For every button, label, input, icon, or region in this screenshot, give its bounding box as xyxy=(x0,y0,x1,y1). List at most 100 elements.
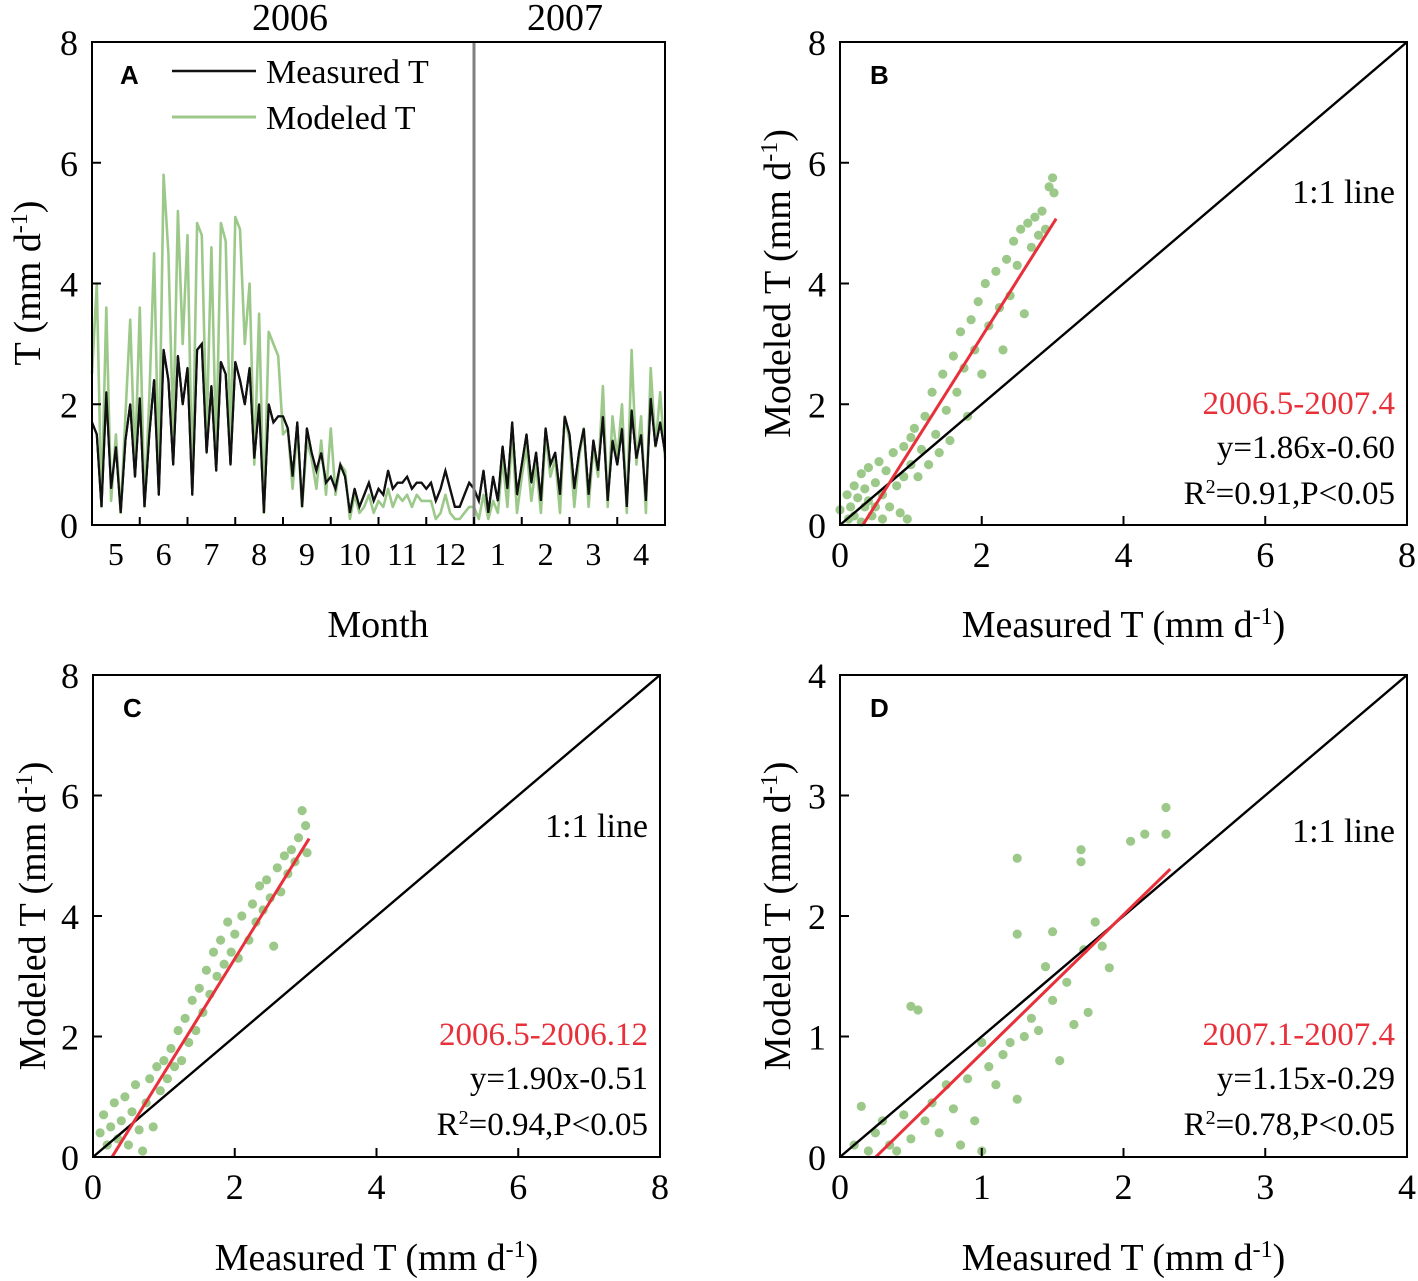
y-axis-label-end: ) xyxy=(757,762,799,775)
x-axis-label-main: Measured T (mm d xyxy=(215,1237,506,1279)
data-point xyxy=(1062,977,1072,987)
data-point xyxy=(895,508,905,518)
regression-line xyxy=(874,867,1172,1159)
data-point xyxy=(301,821,311,831)
panel-b: 0 2 4 6 8 0 2 4 6 8 B 1:1 line 2006.5-2007.4 y=1.86x-… xyxy=(757,23,1416,646)
equation-label: y=1.90x-0.51 xyxy=(470,1061,648,1097)
data-point xyxy=(920,411,930,421)
y-axis-label-sup: -1 xyxy=(7,213,33,233)
data-point xyxy=(856,469,866,479)
data-point xyxy=(955,1140,966,1150)
data-point xyxy=(1026,1013,1036,1024)
data-point xyxy=(162,1074,172,1084)
data-point xyxy=(966,315,976,325)
data-point xyxy=(1033,1025,1044,1036)
data-point xyxy=(123,1140,133,1150)
regression-line xyxy=(861,217,1058,527)
panel-d: 0 1 2 3 4 0 1 2 3 4 D 1:1 line 2007.1-2007.4 y=1.15x-… xyxy=(757,656,1416,1279)
data-point xyxy=(1037,206,1047,216)
data-point xyxy=(1019,309,1029,319)
data-point xyxy=(941,405,951,415)
data-point xyxy=(223,917,233,927)
year-label-2007: 2007 xyxy=(527,0,603,39)
y-tick-label: 2 xyxy=(60,385,78,425)
y-tick-label: 6 xyxy=(61,777,79,817)
data-point xyxy=(885,502,895,512)
data-point xyxy=(856,1101,866,1111)
x-tick-label: 6 xyxy=(1256,535,1274,575)
data-point xyxy=(977,1037,987,1048)
data-point xyxy=(906,432,916,443)
y-tick-label: 2 xyxy=(61,1018,79,1058)
data-point xyxy=(1033,230,1044,240)
y-tick-label: 8 xyxy=(808,23,826,63)
data-point xyxy=(902,514,912,524)
x-tick-label: 0 xyxy=(84,1167,102,1207)
data-point xyxy=(208,947,219,957)
x-tick-label: 8 xyxy=(251,536,267,572)
x-tick-label: 9 xyxy=(299,536,315,572)
panel-label-a: A xyxy=(120,60,139,90)
data-point xyxy=(1048,995,1058,1006)
x-axis-label: Measured T (mm d-1) xyxy=(962,1237,1286,1279)
data-point xyxy=(934,448,944,458)
x-axis-label-end: ) xyxy=(1273,1237,1286,1279)
x-axis-label: Month xyxy=(327,604,428,646)
data-point xyxy=(874,457,884,467)
data-point xyxy=(948,351,959,361)
data-point xyxy=(212,971,222,981)
data-point xyxy=(899,1110,909,1120)
equation-label: y=1.15x-0.29 xyxy=(1217,1061,1395,1097)
x-tick-label: 1 xyxy=(973,1167,991,1207)
data-point xyxy=(955,327,966,337)
data-point xyxy=(863,463,874,473)
data-point xyxy=(184,1037,194,1048)
x-tick-label: 4 xyxy=(1398,1167,1416,1207)
data-point xyxy=(95,1128,105,1138)
panel-label: D xyxy=(870,693,889,723)
data-point xyxy=(877,514,888,524)
data-point xyxy=(934,1128,944,1138)
data-point xyxy=(909,423,920,433)
data-point xyxy=(216,935,226,945)
data-point xyxy=(155,1086,165,1096)
data-point xyxy=(226,947,236,957)
data-point xyxy=(1049,188,1059,198)
y-axis-label: Modeled T (mm d-1) xyxy=(757,129,799,438)
data-point xyxy=(1040,962,1051,972)
data-point xyxy=(906,1134,916,1144)
data-point xyxy=(920,1116,930,1126)
y-axis-label-sup: -1 xyxy=(12,774,38,794)
x-axis-label-sup: -1 xyxy=(1253,1237,1273,1263)
data-point xyxy=(846,502,856,512)
data-point xyxy=(201,965,211,975)
data-point xyxy=(1104,963,1114,973)
data-point xyxy=(1090,917,1100,927)
data-point xyxy=(892,1146,902,1156)
data-point xyxy=(138,1146,148,1156)
x-tick-label: 2 xyxy=(1115,1167,1133,1207)
x-tick-label: 10 xyxy=(339,536,371,572)
data-point xyxy=(863,1146,874,1156)
data-point xyxy=(1012,853,1022,863)
data-point xyxy=(148,1122,158,1132)
data-point xyxy=(194,983,204,993)
data-point xyxy=(1069,1019,1079,1030)
y-axis-label-sup: -1 xyxy=(757,142,783,162)
y-axis-label: Modeled T (mm d-1) xyxy=(12,762,54,1071)
legend-label-measured: Measured T xyxy=(266,54,429,91)
x-axis-label-sup: -1 xyxy=(1253,604,1273,630)
x-tick-label: 5 xyxy=(108,536,124,572)
one-to-one-line xyxy=(92,674,661,1158)
data-point xyxy=(1030,212,1040,222)
data-point xyxy=(145,1074,155,1084)
data-point xyxy=(963,1074,973,1084)
y-tick-label: 8 xyxy=(61,656,79,696)
data-point xyxy=(870,478,881,488)
y-tick-label: 4 xyxy=(808,265,826,305)
data-point xyxy=(842,490,852,500)
data-point xyxy=(1009,236,1019,246)
y-axis-label-main: Modeled T (mm d xyxy=(757,794,799,1070)
x-tick-label: 2 xyxy=(538,536,554,572)
